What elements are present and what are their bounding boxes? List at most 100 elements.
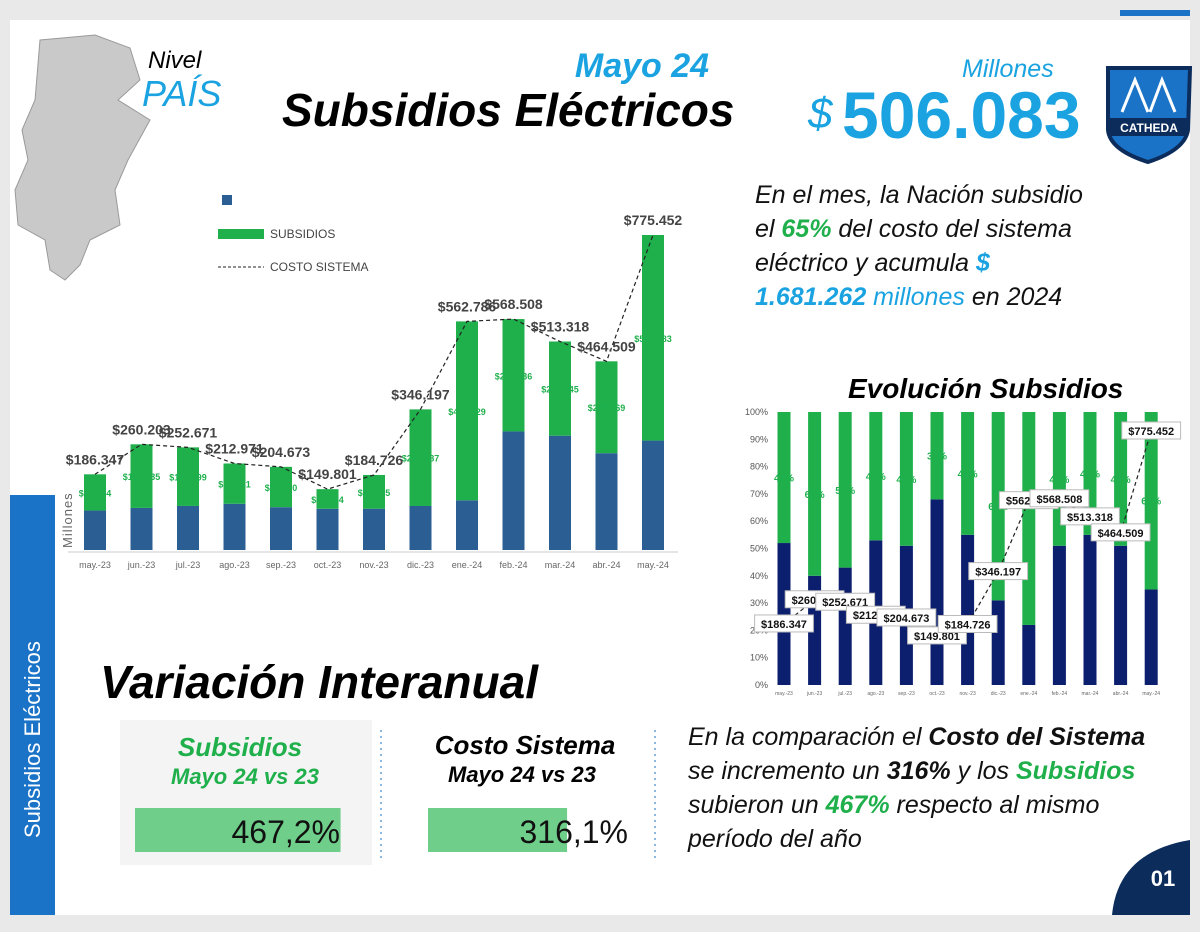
bar (869, 412, 883, 541)
data-label: 60% (805, 490, 825, 501)
data-label: $89.224 (79, 488, 112, 498)
bar (777, 412, 791, 544)
data-label: $204.673 (883, 613, 929, 625)
label-box (1060, 507, 1120, 526)
bar (456, 321, 478, 501)
data-label: $99.191 (218, 480, 251, 490)
kpi-title: Costo Sistema (435, 730, 616, 760)
chart-title: Evolución Subsidios (848, 373, 1123, 404)
highlight: 316% (886, 757, 951, 785)
data-label: 65% (1141, 497, 1161, 508)
bar (838, 412, 852, 568)
data-label: $252.671 (159, 424, 218, 440)
label-box (937, 614, 998, 633)
text: subieron un (688, 791, 826, 819)
label-box (876, 608, 937, 627)
bar (961, 412, 975, 535)
x-tick-label: ene.-24 (1020, 691, 1037, 697)
comparison: En la comparación el Costo del Sistema s… (688, 720, 1158, 856)
bar (961, 534, 975, 685)
data-label: $568.508 (1036, 494, 1082, 506)
data-label: $276.636 (495, 371, 533, 381)
bar (177, 447, 199, 506)
x-tick-label: oct.-23 (314, 560, 342, 570)
data-label: $513.318 (531, 318, 590, 334)
data-label: 45% (1080, 469, 1100, 480)
x-tick-label: nov.-23 (959, 691, 976, 697)
data-label: $212.971 (205, 440, 264, 456)
data-label: $464.509 (1098, 528, 1144, 540)
data-label: 57% (835, 486, 855, 497)
pais: PAÍS (142, 73, 221, 114)
data-label: $186.347 (66, 451, 125, 467)
title: Subsidios Eléctricos (282, 84, 734, 136)
x-tick-label: dic.-23 (407, 560, 434, 570)
data-label: 47% (866, 472, 886, 483)
x-tick-label: may.-24 (1142, 691, 1160, 697)
bar (1144, 412, 1158, 590)
label-box (1121, 421, 1182, 440)
bar (991, 600, 1005, 685)
label-box (968, 562, 1029, 581)
data-label: $48.324 (311, 495, 344, 505)
highlight: Costo del Sistema (928, 723, 1146, 751)
kpi-value: 467,2% (231, 814, 340, 850)
bar (270, 466, 292, 508)
bar (502, 431, 525, 550)
y-tick-label: 70% (750, 489, 768, 499)
x-tick-label: mar.-24 (1082, 691, 1099, 697)
x-tick-label: may.-24 (637, 560, 669, 570)
data-label: $775.452 (1128, 426, 1174, 438)
y-axis-label: Millones (60, 492, 75, 548)
x-tick-label: may.-23 (79, 560, 111, 570)
sidebar-text: Subsidios Eléctricos (20, 641, 45, 838)
data-label: $775.452 (624, 212, 683, 228)
x-tick-label: jul.-23 (175, 560, 201, 570)
data-label: $99.270 (265, 483, 298, 493)
bar (549, 341, 571, 436)
text: respecto al mismo período del año (688, 791, 1100, 853)
data-label: $346.197 (391, 386, 450, 402)
bar (316, 489, 339, 509)
bar (777, 543, 791, 685)
y-tick-label: 100% (745, 407, 768, 417)
bar (595, 453, 618, 550)
bar (130, 444, 153, 508)
x-tick-label: sep.-23 (266, 560, 296, 570)
x-tick-label: feb.-24 (499, 560, 527, 570)
bar (549, 435, 571, 550)
x-tick-label: dic.-23 (991, 691, 1006, 697)
map (14, 34, 151, 281)
bar (223, 503, 246, 550)
data-label: $184.726 (945, 619, 991, 631)
data-label: $204.673 (252, 444, 311, 460)
x-tick-label: mar.-24 (545, 560, 576, 570)
bar (1052, 545, 1066, 685)
data-label: $231.945 (541, 385, 579, 395)
summary: En el mes, la Nación subsidio el 65% del… (755, 178, 1100, 314)
logo-band (1110, 118, 1188, 136)
page-number: 01 (1151, 866, 1175, 891)
top-accent (1120, 10, 1190, 16)
legend-swatch (218, 229, 264, 239)
bar (84, 474, 106, 511)
data-label: $144.199 (169, 473, 207, 483)
data-label: 69% (988, 502, 1008, 513)
bar (1144, 589, 1158, 685)
corner (1112, 840, 1190, 915)
x-tick-label: may.-23 (775, 691, 793, 697)
x-tick-label: ene.-24 (452, 560, 483, 570)
logo-art (1120, 75, 1177, 113)
unit: Millones (962, 55, 1054, 83)
bar (991, 412, 1005, 601)
data-label: 49% (1049, 475, 1069, 486)
text: En el mes, la Nación subsidio el (755, 181, 1083, 243)
data-label: $440.429 (448, 407, 486, 417)
data-label: $260.203 (112, 421, 171, 437)
data-label: $346.197 (975, 567, 1021, 579)
bar (223, 463, 246, 504)
kpi-value: 316,1% (519, 814, 628, 850)
label-box (1029, 489, 1090, 508)
